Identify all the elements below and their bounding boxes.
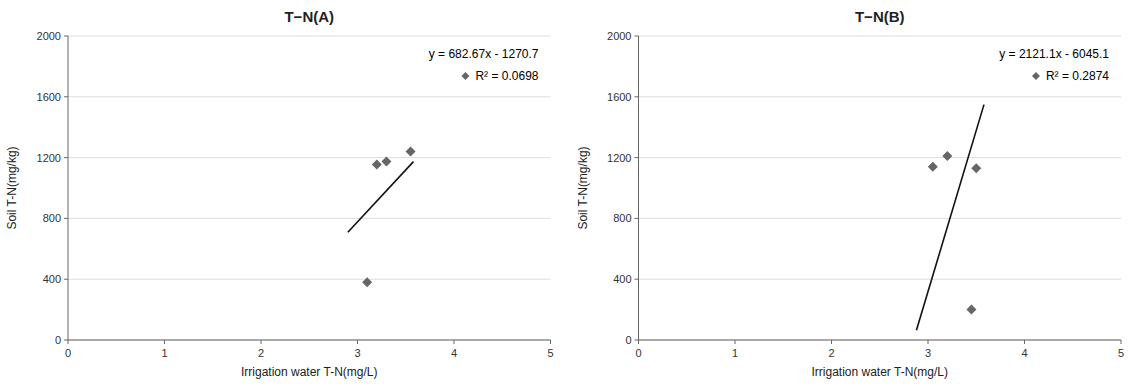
grid-line (639, 279, 1122, 280)
y-axis-line (68, 36, 69, 340)
y-axis-label: Soil T-N(mg/kg) (576, 146, 590, 229)
annotation-marker (461, 72, 469, 80)
y-axis-label: Soil T-N(mg/kg) (5, 146, 19, 229)
x-tick-label: 1 (732, 347, 738, 359)
y-tick-label: 800 (613, 212, 631, 224)
y-tick (64, 218, 68, 219)
scatter-point (942, 151, 952, 161)
y-tick-label: 1200 (37, 152, 61, 164)
x-tick (831, 340, 832, 344)
x-tick-label: 3 (925, 347, 931, 359)
figure: T−N(A)0400800120016002000012345Irrigatio… (0, 0, 1141, 388)
grid-line (68, 96, 551, 97)
y-tick (635, 279, 639, 280)
grid-line (639, 157, 1122, 158)
chart-title: T−N(B) (855, 8, 905, 25)
x-tick (357, 340, 358, 344)
y-tick-label: 0 (625, 334, 631, 346)
x-tick-label: 5 (1118, 347, 1124, 359)
y-tick (635, 157, 639, 158)
x-axis-label: Irrigation water T-N(mg/L) (241, 365, 377, 379)
grid-line (68, 340, 551, 341)
panel: T−N(B) 0 400 800 1200 1600 2000 0 1 2 3 4 5 Irrigatio… (576, 8, 1125, 379)
scatter-point (381, 156, 391, 166)
grid-line (639, 340, 1122, 341)
x-tick-label: 0 (635, 347, 641, 359)
x-tick (164, 340, 165, 344)
x-tick-label: 5 (547, 347, 553, 359)
x-tick (1024, 340, 1025, 344)
scatter-point (928, 162, 938, 172)
annotation-marker (1032, 72, 1040, 80)
x-tick-label: 1 (161, 347, 167, 359)
grid-line (639, 96, 1122, 97)
y-tick (635, 96, 639, 97)
y-tick-label: 2000 (607, 30, 631, 42)
y-tick (635, 340, 639, 341)
x-tick (928, 340, 929, 344)
chart-title: T−N(A) (284, 8, 334, 25)
y-tick (635, 218, 639, 219)
y-tick (64, 157, 68, 158)
y-tick (64, 36, 68, 37)
x-tick (735, 340, 736, 344)
y-tick-label: 1600 (607, 91, 631, 103)
plot-area (348, 147, 416, 288)
panel: T−N(A) 0 400 800 1200 1600 2000 0 1 2 3 4 5 Irrigatio… (5, 8, 554, 379)
scatter-point (406, 147, 416, 157)
y-tick-label: 0 (55, 334, 61, 346)
grid-line (639, 36, 1122, 37)
x-tick-label: 2 (258, 347, 264, 359)
y-tick (64, 340, 68, 341)
grid-line (68, 218, 551, 219)
grid-line (639, 218, 1122, 219)
x-tick (261, 340, 262, 344)
annotation: y = 2121.1x - 6045.1 (999, 47, 1109, 61)
regression-line (348, 162, 414, 233)
y-axis-line (638, 36, 639, 340)
x-tick-label: 3 (354, 347, 360, 359)
scatter-point (362, 277, 372, 287)
x-tick (550, 340, 551, 344)
x-tick-label: 4 (1021, 347, 1027, 359)
x-tick (638, 340, 639, 344)
annotation: R² = 0.0698 (475, 69, 538, 83)
y-tick-label: 400 (613, 273, 631, 285)
grid-line (68, 279, 551, 280)
scatter-point (372, 159, 382, 169)
x-axis-label: Irrigation water T-N(mg/L) (812, 365, 948, 379)
annotation: R² = 0.2874 (1046, 69, 1109, 83)
y-tick-label: 1200 (607, 152, 631, 164)
x-tick (454, 340, 455, 344)
plot-area (916, 105, 984, 331)
scatter-point (966, 305, 976, 315)
x-axis-line (68, 340, 551, 341)
regression-line (916, 105, 984, 331)
x-tick (1121, 340, 1122, 344)
annotation: y = 682.67x - 1270.7 (429, 47, 539, 61)
x-tick-label: 4 (451, 347, 457, 359)
scatter-point (971, 163, 981, 173)
grid-line (68, 36, 551, 37)
y-tick (635, 36, 639, 37)
x-axis-line (639, 340, 1122, 341)
grid-line (68, 157, 551, 158)
x-tick (68, 340, 69, 344)
y-tick-label: 800 (43, 212, 61, 224)
y-tick (64, 279, 68, 280)
x-tick-label: 0 (65, 347, 71, 359)
y-tick-label: 2000 (37, 30, 61, 42)
y-tick-label: 1600 (37, 91, 61, 103)
y-tick (64, 96, 68, 97)
y-tick-label: 400 (43, 273, 61, 285)
x-tick-label: 2 (828, 347, 834, 359)
